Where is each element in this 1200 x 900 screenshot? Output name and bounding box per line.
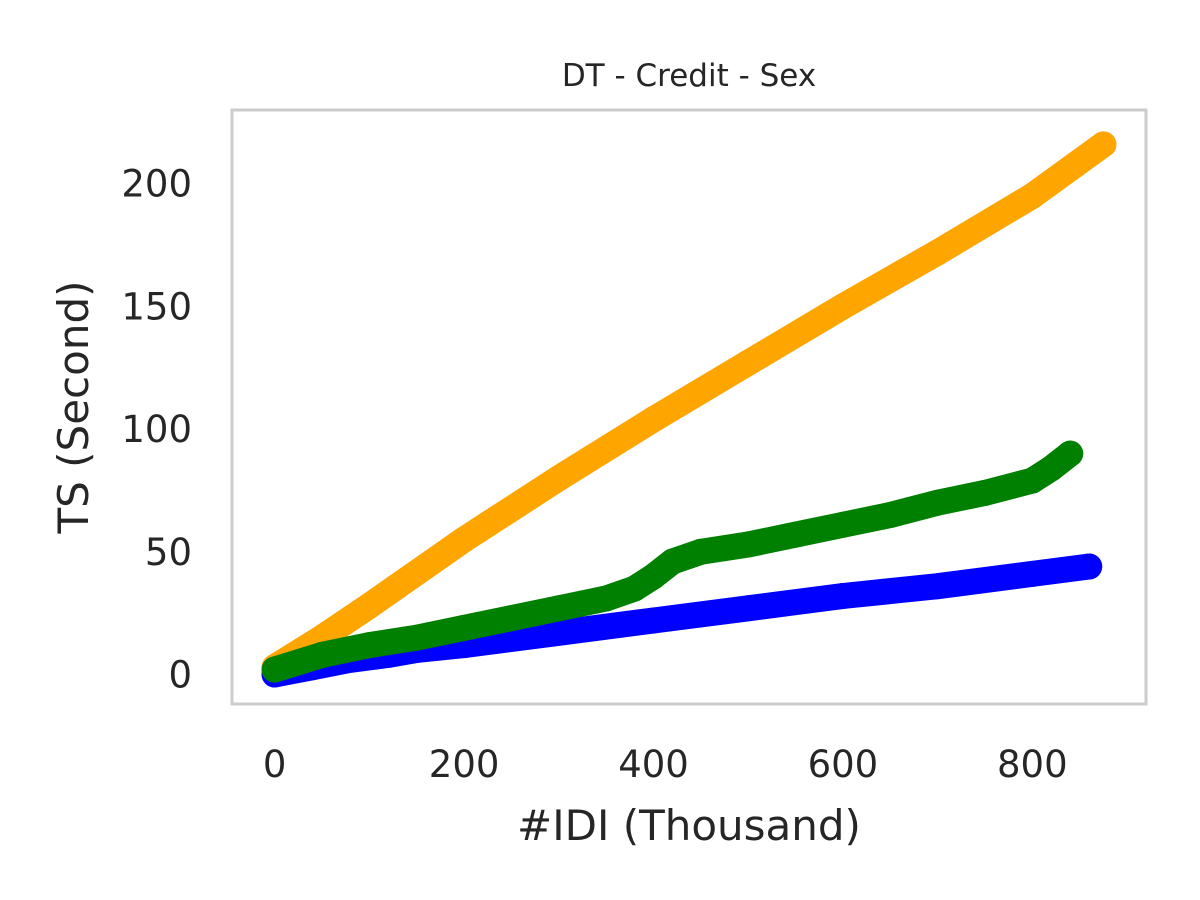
data-point bbox=[829, 511, 856, 538]
data-point bbox=[924, 239, 951, 266]
data-point bbox=[451, 526, 478, 553]
y-tick-label: 100 bbox=[121, 408, 192, 451]
series-2 bbox=[261, 131, 1117, 681]
x-tick-label: 200 bbox=[429, 743, 500, 786]
plot-frame bbox=[230, 108, 1148, 706]
data-point bbox=[829, 293, 856, 320]
data-point bbox=[735, 531, 762, 558]
data-point bbox=[659, 548, 686, 575]
data-point bbox=[782, 521, 809, 548]
data-point bbox=[1038, 455, 1065, 482]
x-axis-ticks: 0 200 400 600 800 bbox=[263, 743, 1068, 786]
y-tick-label: 150 bbox=[121, 285, 192, 328]
data-point bbox=[640, 563, 667, 590]
data-point bbox=[545, 465, 572, 492]
chart-title: DT - Credit - Sex bbox=[562, 58, 816, 94]
data-point bbox=[1090, 131, 1117, 158]
series-layer bbox=[261, 131, 1117, 688]
data-point bbox=[1076, 553, 1103, 580]
data-point bbox=[972, 479, 998, 506]
data-point bbox=[1057, 440, 1084, 467]
data-point bbox=[735, 349, 762, 376]
data-point bbox=[309, 641, 335, 668]
y-tick-label: 50 bbox=[145, 531, 192, 574]
data-point bbox=[356, 632, 383, 659]
data-point bbox=[403, 624, 430, 651]
y-axis-label: TS (Second) bbox=[49, 280, 98, 534]
data-point bbox=[924, 489, 951, 516]
data-point bbox=[1019, 182, 1046, 209]
data-point bbox=[829, 583, 856, 609]
data-point bbox=[640, 406, 667, 433]
data-point bbox=[877, 502, 904, 528]
x-tick-label: 0 bbox=[263, 743, 287, 786]
x-tick-label: 400 bbox=[618, 743, 689, 786]
data-point bbox=[545, 595, 572, 622]
data-point bbox=[356, 592, 383, 619]
data-point bbox=[545, 619, 572, 646]
x-tick-label: 800 bbox=[997, 743, 1068, 786]
data-point bbox=[687, 538, 714, 565]
data-point bbox=[498, 605, 525, 632]
y-axis-ticks: 0 50 100 150 200 bbox=[121, 163, 192, 697]
y-tick-label: 0 bbox=[168, 654, 192, 697]
series-3 bbox=[261, 440, 1084, 683]
data-point bbox=[261, 656, 288, 683]
data-point bbox=[593, 585, 620, 612]
x-tick-label: 600 bbox=[808, 743, 879, 786]
data-point bbox=[735, 595, 762, 622]
data-point bbox=[451, 614, 478, 641]
data-point bbox=[924, 573, 951, 600]
data-point bbox=[621, 575, 648, 602]
data-point bbox=[640, 607, 667, 634]
y-tick-label: 200 bbox=[121, 163, 192, 206]
x-axis-label: #IDI (Thousand) bbox=[517, 801, 861, 850]
data-point bbox=[1019, 467, 1046, 494]
data-point bbox=[1019, 560, 1046, 587]
